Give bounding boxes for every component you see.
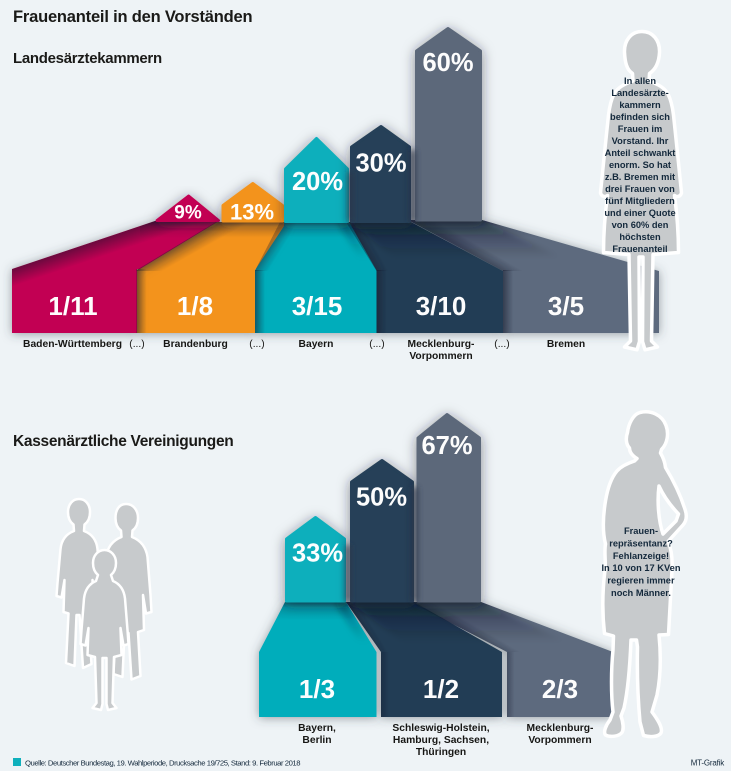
svg-text:Bayern,: Bayern, (298, 723, 336, 734)
svg-text:enorm. So hat: enorm. So hat (609, 160, 671, 170)
svg-text:von 60% den: von 60% den (612, 220, 669, 230)
svg-text:Schleswig-Holstein,: Schleswig-Holstein, (392, 723, 489, 734)
svg-text:Kassenärztliche Vereinigungen: Kassenärztliche Vereinigungen (13, 433, 233, 450)
svg-text:und einer Quote: und einer Quote (604, 208, 675, 218)
svg-text:befinden sich: befinden sich (610, 112, 670, 122)
svg-text:3/5: 3/5 (548, 291, 584, 321)
svg-text:drei Frauen von: drei Frauen von (605, 184, 675, 194)
svg-text:3/10: 3/10 (416, 291, 467, 321)
svg-text:13%: 13% (230, 200, 274, 225)
svg-text:20%: 20% (292, 168, 343, 196)
svg-text:Bremen: Bremen (547, 339, 585, 350)
svg-text:50%: 50% (356, 484, 407, 512)
svg-text:2/3: 2/3 (542, 674, 578, 704)
svg-text:MT-Grafik: MT-Grafik (691, 759, 726, 768)
svg-text:Frauenanteil: Frauenanteil (612, 244, 667, 254)
svg-text:In 10 von 17 KVen: In 10 von 17 KVen (601, 563, 680, 573)
svg-text:67%: 67% (421, 432, 472, 460)
svg-text:Fehlanzeige!: Fehlanzeige! (613, 551, 669, 561)
svg-text:regieren immer: regieren immer (607, 576, 675, 586)
svg-text:1/8: 1/8 (177, 291, 213, 321)
svg-text:Vorstand. Ihr: Vorstand. Ihr (612, 136, 669, 146)
svg-text:Frauenanteil in den Vorständen: Frauenanteil in den Vorständen (13, 8, 253, 26)
svg-text:30%: 30% (355, 150, 406, 178)
svg-text:Frauen-: Frauen- (624, 526, 658, 536)
svg-text:1/3: 1/3 (299, 674, 335, 704)
svg-text:(...): (...) (249, 339, 264, 350)
svg-text:Brandenburg: Brandenburg (163, 339, 228, 350)
svg-text:3/15: 3/15 (292, 291, 343, 321)
svg-text:Bayern: Bayern (299, 339, 334, 350)
svg-text:9%: 9% (174, 203, 202, 224)
svg-text:(...): (...) (494, 339, 509, 350)
svg-text:Mecklenburg-: Mecklenburg- (527, 723, 595, 734)
svg-text:z.B. Bremen mit: z.B. Bremen mit (605, 172, 675, 182)
svg-text:Mecklenburg-: Mecklenburg- (408, 339, 476, 350)
svg-text:Quelle: Deutscher Bundestag, 1: Quelle: Deutscher Bundestag, 19. Wahlper… (25, 759, 300, 768)
svg-text:Landesärzte-: Landesärzte- (611, 88, 668, 98)
svg-text:fünf Mitgliedern: fünf Mitgliedern (605, 196, 675, 206)
svg-text:In allen: In allen (624, 76, 656, 86)
svg-text:Vorpommern: Vorpommern (409, 351, 472, 362)
svg-text:Thüringen: Thüringen (416, 747, 466, 758)
svg-text:Anteil schwankt: Anteil schwankt (605, 148, 676, 158)
svg-text:Berlin: Berlin (302, 735, 331, 746)
svg-text:noch Männer.: noch Männer. (611, 588, 671, 598)
svg-text:Landesärztekammern: Landesärztekammern (13, 50, 162, 67)
svg-text:repräsentanz?: repräsentanz? (609, 538, 673, 548)
svg-text:Frauen im: Frauen im (618, 124, 662, 134)
svg-text:höchsten: höchsten (619, 232, 661, 242)
svg-text:1/2: 1/2 (423, 674, 459, 704)
svg-text:Baden-Württemberg: Baden-Württemberg (23, 339, 122, 350)
svg-text:1/11: 1/11 (48, 291, 97, 321)
svg-text:Hamburg, Sachsen,: Hamburg, Sachsen, (393, 735, 489, 746)
svg-text:Vorpommern: Vorpommern (528, 735, 591, 746)
svg-text:(...): (...) (129, 339, 144, 350)
svg-text:60%: 60% (422, 49, 473, 77)
svg-text:kammern: kammern (619, 100, 661, 110)
svg-text:33%: 33% (292, 540, 343, 568)
svg-text:(...): (...) (369, 339, 384, 350)
